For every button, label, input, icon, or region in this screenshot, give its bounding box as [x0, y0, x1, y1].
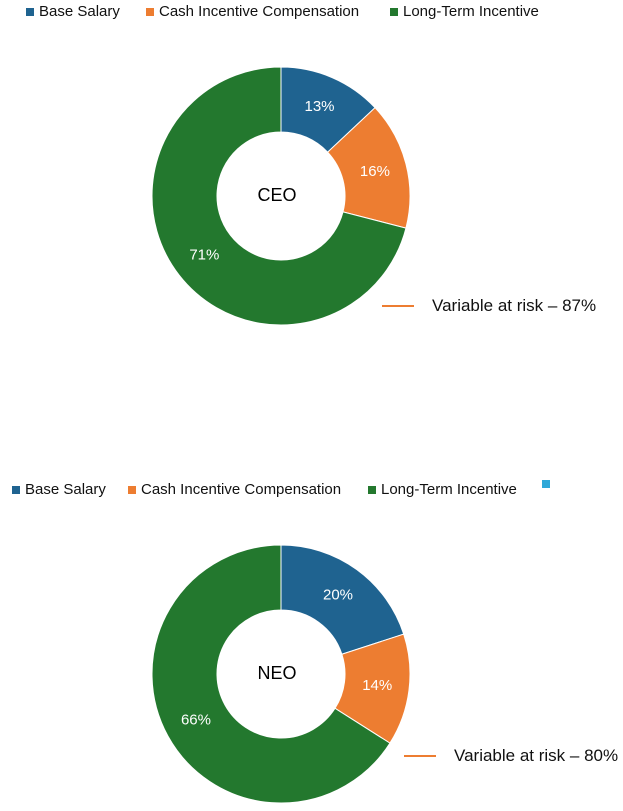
- ceo-data-label-base-salary: 13%: [305, 98, 335, 115]
- ceo-legend-item-base-salary: Base Salary: [26, 2, 120, 22]
- neo-variable-at-risk: Variable at risk – 80%: [404, 746, 618, 766]
- neo-slice-base-salary: [280, 544, 405, 655]
- neo-chart-panel: Base Salary Cash Incentive Compensation …: [0, 478, 623, 811]
- neo-donut-chart: 20% 14% 66% NEO: [151, 544, 411, 804]
- ceo-legend-item-cash-incentive: Cash Incentive Compensation: [146, 2, 359, 22]
- neo-data-label-long-term-incentive: 66%: [181, 712, 211, 729]
- ceo-data-label-cash-incentive: 16%: [360, 163, 390, 180]
- ceo-donut-chart: 13% 16% 71% CEO: [151, 66, 411, 326]
- ceo-legend-label-cash-incentive: Cash Incentive Compensation: [159, 3, 360, 20]
- neo-legend-swatch-long-term-incentive: [368, 486, 376, 494]
- neo-legend-item-blank: [542, 480, 555, 488]
- neo-legend-item-cash-incentive: Cash Incentive Compensation: [128, 480, 341, 500]
- ceo-legend-swatch-cash-incentive: [146, 8, 154, 16]
- neo-data-label-cash-incentive: 14%: [362, 677, 392, 694]
- neo-legend-swatch-blank: [542, 480, 550, 488]
- ceo-legend-label-base-salary: Base Salary: [39, 3, 120, 20]
- ceo-risk-label: Variable at risk – 87%: [432, 296, 597, 315]
- ceo-center-label: CEO: [257, 185, 296, 205]
- neo-legend-label-base-salary: Base Salary: [25, 481, 106, 498]
- neo-data-label-base-salary: 20%: [323, 586, 353, 603]
- neo-center-label: NEO: [257, 663, 296, 683]
- ceo-chart-panel: Base Salary Cash Incentive Compensation …: [0, 0, 623, 400]
- neo-legend-swatch-cash-incentive: [128, 486, 136, 494]
- ceo-legend-label-long-term-incentive: Long-Term Incentive: [403, 3, 539, 20]
- neo-risk-line: [404, 755, 436, 757]
- neo-legend-label-long-term-incentive: Long-Term Incentive: [381, 481, 517, 498]
- ceo-data-label-long-term-incentive: 71%: [189, 246, 219, 263]
- ceo-risk-line: [382, 305, 414, 307]
- ceo-variable-at-risk: Variable at risk – 87%: [382, 296, 596, 316]
- neo-legend-label-cash-incentive: Cash Incentive Compensation: [141, 481, 342, 498]
- neo-legend-item-long-term-incentive: Long-Term Incentive: [368, 480, 517, 500]
- ceo-legend-swatch-long-term-incentive: [390, 8, 398, 16]
- neo-legend-swatch-base-salary: [12, 486, 20, 494]
- neo-legend-item-base-salary: Base Salary: [12, 480, 106, 500]
- neo-risk-label: Variable at risk – 80%: [454, 746, 619, 765]
- ceo-legend-item-long-term-incentive: Long-Term Incentive: [390, 2, 539, 22]
- neo-slice-long-term-incentive: [151, 544, 391, 804]
- ceo-slice-long-term-incentive: [151, 66, 407, 326]
- ceo-legend-swatch-base-salary: [26, 8, 34, 16]
